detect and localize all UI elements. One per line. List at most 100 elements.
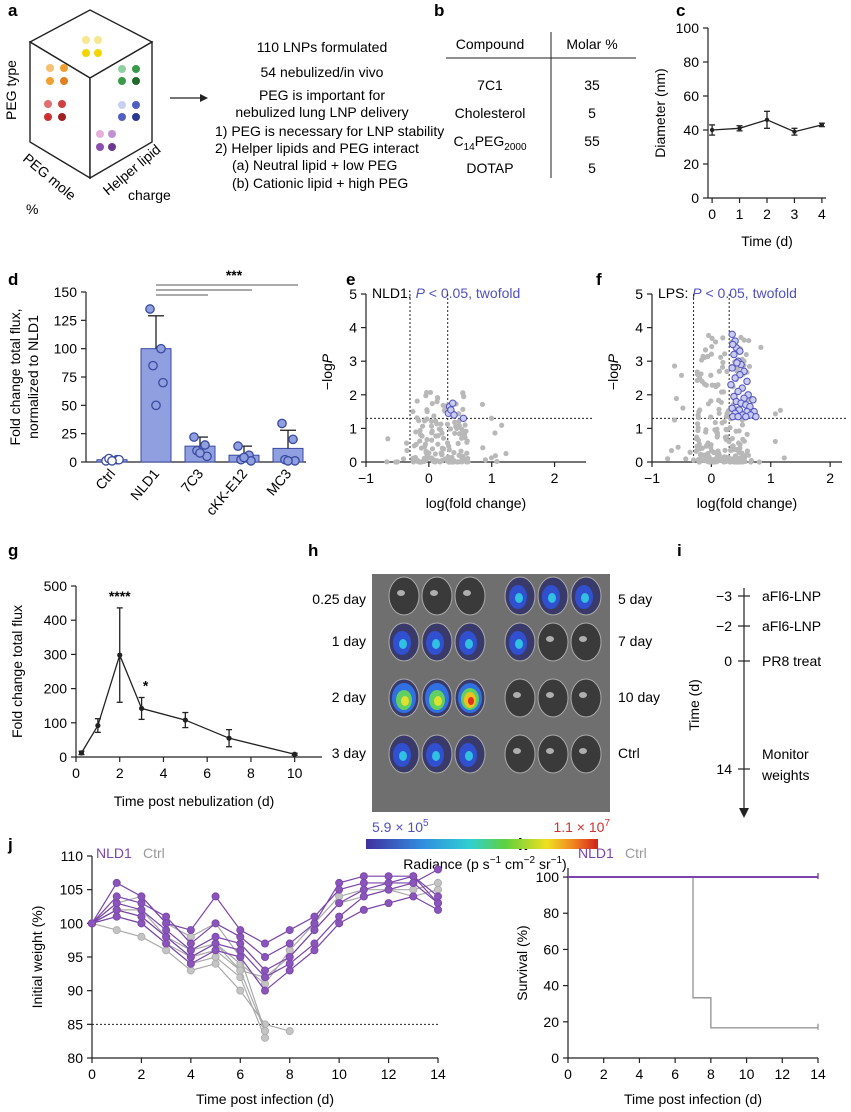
data-point-gray	[729, 447, 735, 453]
data-point-significant	[727, 381, 735, 389]
data-point-gray	[436, 426, 442, 432]
y-axis-label-text: −log	[319, 363, 335, 390]
data-point	[335, 919, 344, 928]
data-point-gray	[716, 410, 722, 416]
data-point-gray	[739, 422, 746, 428]
data-point-gray	[730, 443, 736, 449]
lung-images	[388, 576, 602, 774]
x-tick-label: 1	[736, 206, 744, 222]
data-point	[737, 126, 742, 131]
data-point	[95, 722, 101, 729]
y-tick-label: 0	[59, 749, 67, 765]
data-point-gray	[458, 448, 464, 454]
lung-signal	[434, 696, 442, 706]
data-point-gray	[418, 445, 425, 451]
data-point-gray	[708, 372, 714, 378]
data-point	[335, 878, 344, 887]
a-line-4: nebulized lung LNP delivery	[235, 104, 408, 120]
data-point-significant	[749, 396, 757, 404]
data-point	[236, 966, 245, 975]
data-point	[78, 750, 85, 756]
x-tick-label: 2	[763, 206, 771, 222]
data-point-gray	[480, 445, 486, 451]
data-point-gray	[673, 395, 680, 402]
cube-label-helper-charge: charge	[128, 187, 171, 203]
data-point	[409, 892, 418, 901]
radiance-unit-exp: −1	[490, 855, 502, 866]
data-point-significant	[742, 412, 750, 421]
data-point	[162, 932, 171, 941]
data-point	[409, 885, 418, 894]
x-tick-label: 0	[72, 765, 80, 781]
data-point-gray	[419, 433, 425, 439]
data-point	[195, 448, 205, 458]
x-tick-label: 4	[818, 206, 826, 222]
data-point-gray	[680, 405, 686, 411]
scale-max-text: 1.1 × 10	[553, 819, 604, 835]
h-left-label: 1 day	[332, 633, 366, 649]
data-point	[310, 939, 319, 948]
dot-blue	[132, 101, 140, 109]
data-point	[112, 912, 121, 921]
dot-blue-dark	[132, 113, 140, 121]
data-point-gray	[697, 451, 704, 458]
data-point-gray	[452, 430, 458, 436]
data-point-gray	[431, 413, 437, 419]
radiance-label-text: Radiance (p s	[403, 856, 489, 872]
y-tick-label: 100	[44, 715, 68, 731]
data-point-gray	[482, 457, 489, 463]
timeline-event: aFl6-LNP	[762, 618, 821, 634]
table-cell-molar: 5	[588, 105, 596, 121]
data-point	[384, 885, 393, 894]
data-point-gray	[451, 419, 458, 425]
data-point-gray	[777, 407, 784, 413]
data-point-gray	[697, 375, 703, 381]
panel-d-chart: 0 25 50 75 100 125 150 Fold change total flux, n…	[7, 267, 306, 518]
data-point-gray	[444, 421, 451, 427]
data-point-gray	[715, 457, 721, 463]
data-point-gray	[729, 456, 735, 462]
y-tick-label: 1	[349, 420, 357, 436]
data-point-gray	[727, 425, 733, 431]
data-point	[211, 919, 220, 928]
significance-label: ***	[226, 267, 243, 283]
lung-highlight	[546, 636, 554, 642]
data-point-gray	[410, 457, 417, 464]
x-axis-label: Time post infection (d)	[196, 1091, 334, 1107]
significance-label: ****	[109, 588, 131, 604]
data-point-gray	[772, 411, 779, 417]
x-tick-label: 2	[600, 1066, 608, 1082]
x-axis-label: Time (d)	[741, 233, 793, 249]
x-tick-label: 7C3	[178, 465, 207, 495]
lung-signal	[401, 696, 409, 706]
y-tick-label: 20	[543, 1014, 559, 1030]
data-point-significant	[459, 414, 468, 423]
data-point-gray	[665, 456, 671, 462]
y-tick-label: 100	[60, 915, 84, 931]
x-tick-label: 2	[826, 470, 834, 486]
lung-highlight	[397, 590, 405, 596]
table-cell-compound: Cholesterol	[455, 105, 526, 121]
data-point-gray	[449, 454, 455, 460]
data-point-gray	[429, 400, 435, 407]
data-point	[292, 751, 298, 757]
data-point	[433, 878, 442, 887]
table-cell-molar: 35	[584, 77, 600, 93]
panel-c-chart: 0 20 40 60 80 100 0 1 2 3 4 Time (d) Diameter (nm)	[652, 20, 826, 249]
data-point-gray	[712, 419, 718, 426]
data-point-gray	[698, 371, 704, 377]
data-point	[189, 432, 199, 442]
data-point	[409, 878, 418, 887]
data-point	[211, 959, 220, 968]
data-point-gray	[708, 448, 715, 454]
y-tick-label: 400	[44, 612, 68, 628]
dot-red-dark	[58, 113, 66, 121]
lung-image	[504, 734, 536, 774]
data-point-gray	[437, 459, 443, 465]
y-axis-label: Fold change total flux	[9, 605, 25, 738]
data-point	[137, 905, 146, 914]
data-point-gray	[455, 440, 461, 447]
y-tick-label: 25	[61, 426, 77, 442]
